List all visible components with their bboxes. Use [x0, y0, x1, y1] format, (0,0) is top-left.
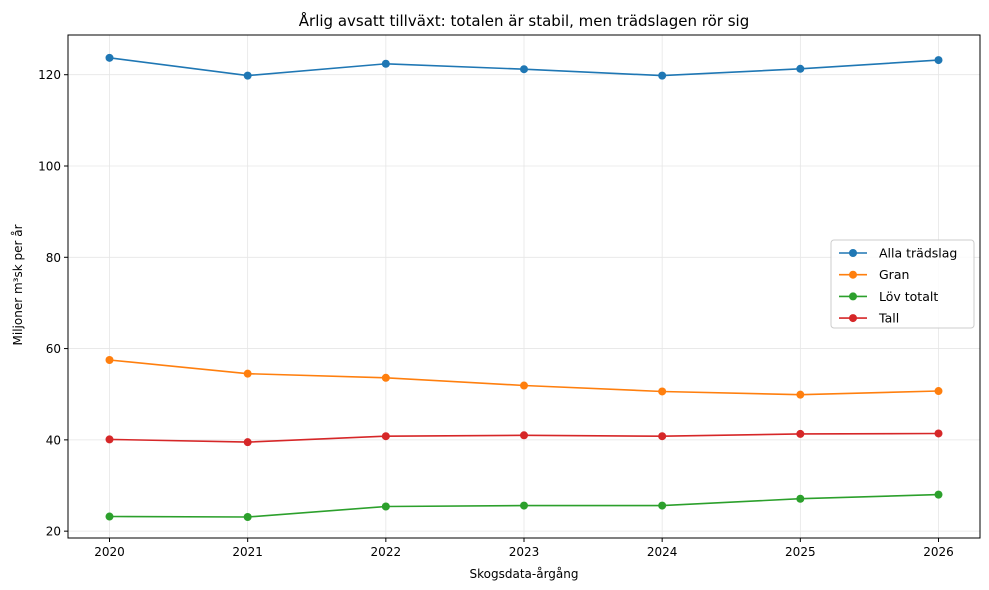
data-point [796, 429, 805, 438]
x-tick-label: 2020 [94, 545, 125, 559]
y-tick-label: 80 [46, 251, 61, 265]
x-axis-title: Skogsdata-årgång [470, 567, 579, 581]
chart-title: Årlig avsatt tillväxt: totalen är stabil… [299, 11, 749, 30]
data-point [934, 490, 943, 499]
data-point [243, 438, 252, 447]
data-point [243, 71, 252, 80]
data-point [658, 501, 667, 510]
x-tick-label: 2021 [232, 545, 263, 559]
data-point [105, 512, 114, 521]
data-point [658, 71, 667, 80]
series-group [105, 53, 943, 80]
legend: Alla trädslag Gran Löv totalt Tall [830, 239, 975, 329]
y-tick-label: 100 [38, 159, 61, 173]
legend-label: Tall [878, 311, 899, 326]
data-point [105, 355, 114, 364]
series-group [105, 490, 943, 522]
series-group [105, 429, 943, 447]
data-point [520, 65, 528, 74]
legend-marker [849, 314, 857, 323]
data-point [243, 369, 252, 378]
data-point [658, 387, 667, 396]
legend-marker [849, 292, 857, 301]
data-point [934, 56, 943, 65]
data-point [520, 381, 528, 390]
y-axis-title: Miljoner m³sk per år [11, 224, 25, 345]
data-point [658, 432, 667, 441]
data-point [934, 429, 943, 438]
x-tick-label: 2025 [785, 545, 816, 559]
x-tick-label: 2026 [923, 545, 954, 559]
data-point [796, 64, 805, 73]
data-point [381, 502, 390, 511]
data-point [105, 53, 114, 62]
legend-label: Löv totalt [879, 289, 938, 304]
data-point [381, 59, 390, 68]
y-tick-label: 120 [38, 68, 61, 82]
data-point [796, 494, 805, 503]
x-tick-label: 2023 [509, 545, 540, 559]
legend-box [830, 239, 975, 329]
y-axis: 20 40 60 80 100 120 [38, 68, 68, 539]
grid [68, 35, 980, 538]
y-tick-label: 60 [46, 342, 61, 356]
data-point [520, 431, 528, 440]
data-point [243, 513, 252, 522]
series-layer [105, 53, 943, 522]
data-point [934, 387, 943, 396]
data-point [381, 432, 390, 441]
legend-marker [849, 249, 857, 257]
series-group [105, 355, 943, 399]
data-point [381, 373, 390, 382]
y-tick-label: 40 [46, 433, 61, 447]
x-tick-label: 2022 [371, 545, 402, 559]
y-tick-label: 20 [46, 525, 61, 539]
legend-marker [849, 270, 857, 279]
x-axis: 2020 2021 2022 2023 2024 2025 2026 [94, 538, 954, 559]
data-point [105, 435, 114, 444]
data-point [520, 501, 528, 510]
legend-label: Alla trädslag [879, 246, 957, 261]
x-tick-label: 2024 [647, 545, 678, 559]
legend-label: Gran [879, 267, 909, 282]
data-point [796, 390, 805, 399]
